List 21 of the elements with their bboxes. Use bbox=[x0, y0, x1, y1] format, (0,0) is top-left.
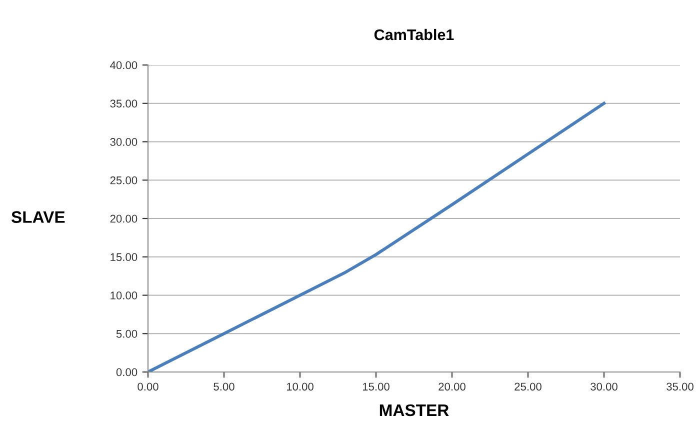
y-tick-label: 10.00 bbox=[110, 292, 138, 300]
y-tick-label: 25.00 bbox=[110, 176, 138, 184]
x-tick-label: 20.00 bbox=[438, 382, 466, 391]
x-tick-label: 25.00 bbox=[514, 382, 542, 391]
x-tick-label: 35.00 bbox=[666, 382, 694, 391]
y-tick-label: 40.00 bbox=[110, 61, 138, 70]
chart-title: CamTable1 bbox=[374, 28, 454, 40]
x-tick-label: 30.00 bbox=[590, 382, 618, 391]
x-tick-label: 5.00 bbox=[214, 382, 234, 391]
y-tick-label: 30.00 bbox=[110, 138, 138, 146]
line-series bbox=[148, 102, 606, 372]
y-tick-label: 5.00 bbox=[116, 330, 138, 338]
y-tick-label: 20.00 bbox=[110, 214, 138, 223]
y-tick-label: 35.00 bbox=[110, 100, 138, 108]
y-tick-label: 0.00 bbox=[116, 368, 138, 376]
y-axis-title: SLAVE bbox=[11, 211, 65, 223]
x-tick-label: 15.00 bbox=[362, 382, 390, 391]
y-tick-label: 15.00 bbox=[110, 253, 138, 262]
x-tick-label: 0.00 bbox=[138, 382, 158, 391]
x-tick-label: 10.00 bbox=[286, 382, 314, 391]
x-axis-title: MASTER bbox=[380, 404, 449, 416]
